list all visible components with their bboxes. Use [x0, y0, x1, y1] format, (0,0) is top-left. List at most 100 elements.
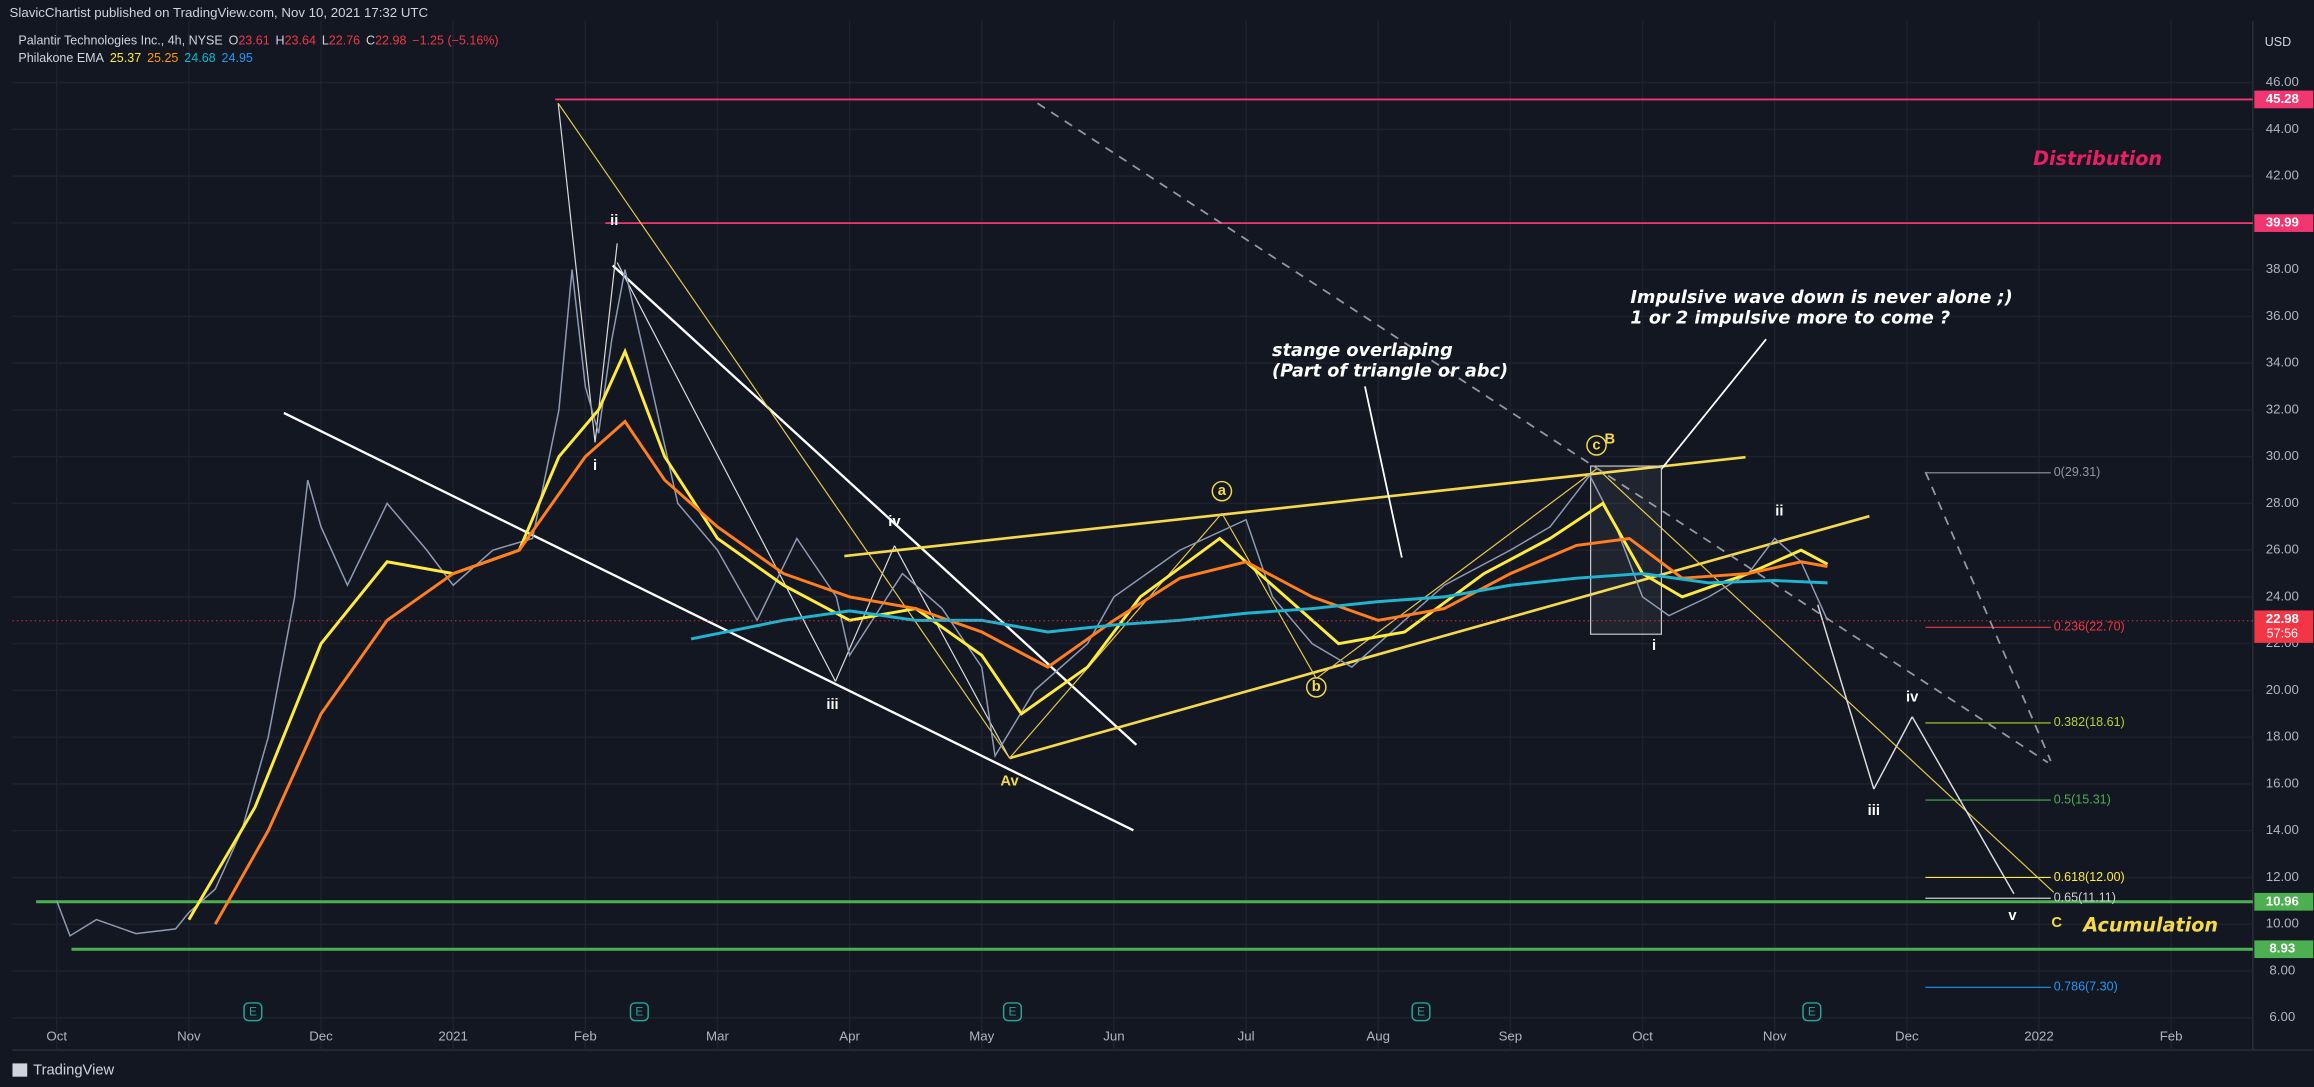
earnings-icon — [1411, 1002, 1431, 1022]
y-tick-label: 8.00 — [2269, 962, 2295, 977]
x-tick-label: Mar — [706, 1028, 729, 1043]
y-tick-label: 38.00 — [2266, 261, 2299, 276]
fib-label: 0.65(11.11) — [2054, 891, 2116, 905]
earnings-icon — [629, 1002, 649, 1022]
x-tick-label: Oct — [1632, 1028, 1653, 1043]
x-tick-label: 2021 — [438, 1028, 468, 1043]
wave-label: c — [1592, 437, 1600, 453]
wave-label-ring — [1211, 480, 1233, 502]
ohlc-value: 22.98 — [375, 34, 406, 48]
x-tick-label: Oct — [46, 1028, 67, 1043]
y-tick-label: 6.00 — [2269, 1009, 2295, 1024]
earnings-letter: E — [635, 1006, 643, 1019]
x-tick-label: Jul — [1238, 1028, 1255, 1043]
ohlc-value: 22.76 — [329, 34, 360, 48]
ohlc-key: C — [366, 34, 375, 48]
y-tick-label: 24.00 — [2266, 588, 2299, 603]
y-tick-label: 26.00 — [2266, 542, 2299, 557]
y-tick-label: 20.00 — [2266, 682, 2299, 697]
y-tick-label: 28.00 — [2266, 495, 2299, 510]
x-tick-label: Feb — [2160, 1028, 2183, 1043]
x-tick-label: Apr — [839, 1028, 860, 1043]
publisher: SlavicChartist published on TradingView.… — [10, 5, 429, 20]
indicator: Philakone EMA — [18, 51, 104, 65]
currency: USD — [2265, 35, 2291, 49]
trend-line — [1009, 512, 1223, 759]
ema-line — [213, 419, 1828, 925]
annotation: 1 or 2 impulsive more to come ? — [1630, 309, 1950, 329]
x-tick-label: Nov — [177, 1028, 201, 1043]
y-tick-label: 30.00 — [2266, 448, 2299, 463]
y-tick-label: 44.00 — [2266, 121, 2299, 136]
earnings-icon — [1002, 1002, 1023, 1022]
trend-line — [557, 103, 596, 443]
wave-label: iv — [1906, 690, 1919, 706]
ohlc-value: 23.61 — [238, 34, 269, 48]
annotation: Acumulation — [2081, 914, 2218, 937]
indicator-value: 24.95 — [222, 51, 253, 65]
x-tick-label: Feb — [574, 1028, 597, 1043]
wave-label: Av — [1000, 774, 1019, 790]
y-tick-label: 12.00 — [2266, 869, 2299, 884]
price-tag-label: 8.93 — [2269, 941, 2295, 956]
ohlc-key: L — [322, 34, 329, 48]
y-tick-label: 32.00 — [2266, 401, 2299, 416]
trend-line — [616, 262, 836, 682]
y-tick-label: 14.00 — [2266, 822, 2299, 837]
trend-line — [1660, 338, 1767, 470]
wave-label: iii — [1868, 803, 1880, 819]
price-tag-label: 39.99 — [2266, 215, 2299, 230]
trend-line — [283, 411, 1134, 832]
indicator-value: 25.25 — [147, 51, 178, 65]
indicator-value: 24.68 — [184, 51, 215, 65]
trend-line — [1924, 471, 2052, 762]
price-tag-label: 45.28 — [2266, 91, 2299, 106]
fib-label: 0(29.31) — [2054, 465, 2101, 479]
wave-label: v — [2008, 908, 2017, 924]
price-tag — [2254, 90, 2314, 109]
wave-label: b — [1312, 679, 1321, 695]
wave-label-ring — [1305, 676, 1327, 698]
wave-label: ii — [1775, 504, 1783, 520]
y-tick-label: 46.00 — [2266, 74, 2299, 89]
x-tick-label: Sep — [1499, 1028, 1523, 1043]
trend-line — [1817, 604, 1875, 790]
y-tick-label: 36.00 — [2266, 308, 2299, 323]
price-tag — [2254, 892, 2314, 911]
earnings-letter: E — [1808, 1006, 1816, 1019]
wave-label: i — [1652, 638, 1656, 654]
y-tick-label: 42.00 — [2266, 168, 2299, 183]
x-tick-label: Jun — [1103, 1028, 1124, 1043]
trend-line — [1315, 468, 1597, 679]
wave-label: i — [593, 458, 597, 474]
symbol-line: Palantir Technologies Inc., 4h, NYSE O23.… — [18, 34, 498, 48]
annotation: (Part of triangle or abc) — [1272, 362, 1508, 382]
earnings-icon — [1802, 1002, 1822, 1022]
ohlc-key: H — [276, 34, 285, 48]
trend-line — [1037, 102, 2049, 764]
x-tick-label: Nov — [1763, 1028, 1787, 1043]
wave-label: B — [1604, 431, 1615, 447]
trend-line — [557, 102, 1010, 759]
x-tick-label: Aug — [1366, 1028, 1390, 1043]
price-tag-label: 10.96 — [2266, 893, 2299, 908]
annotation: Impulsive wave down is never alone ;) — [1630, 288, 2012, 308]
trend-line — [844, 455, 1746, 558]
wave-label: a — [1218, 483, 1227, 499]
earnings-letter: E — [249, 1006, 257, 1019]
ohlc-key: O — [229, 34, 239, 48]
trend-line — [1873, 716, 1913, 790]
ema-line — [690, 572, 1828, 641]
brand-logo — [12, 1063, 28, 1077]
price-tag — [2254, 940, 2314, 959]
trend-line — [1600, 471, 2055, 893]
x-tick-label: May — [969, 1028, 994, 1043]
symbol: Palantir Technologies Inc., 4h, NYSE — [18, 34, 222, 48]
trend-line — [1221, 512, 1317, 679]
y-tick-label: 16.00 — [2266, 775, 2299, 790]
countdown: 57:56 — [2267, 626, 2298, 640]
